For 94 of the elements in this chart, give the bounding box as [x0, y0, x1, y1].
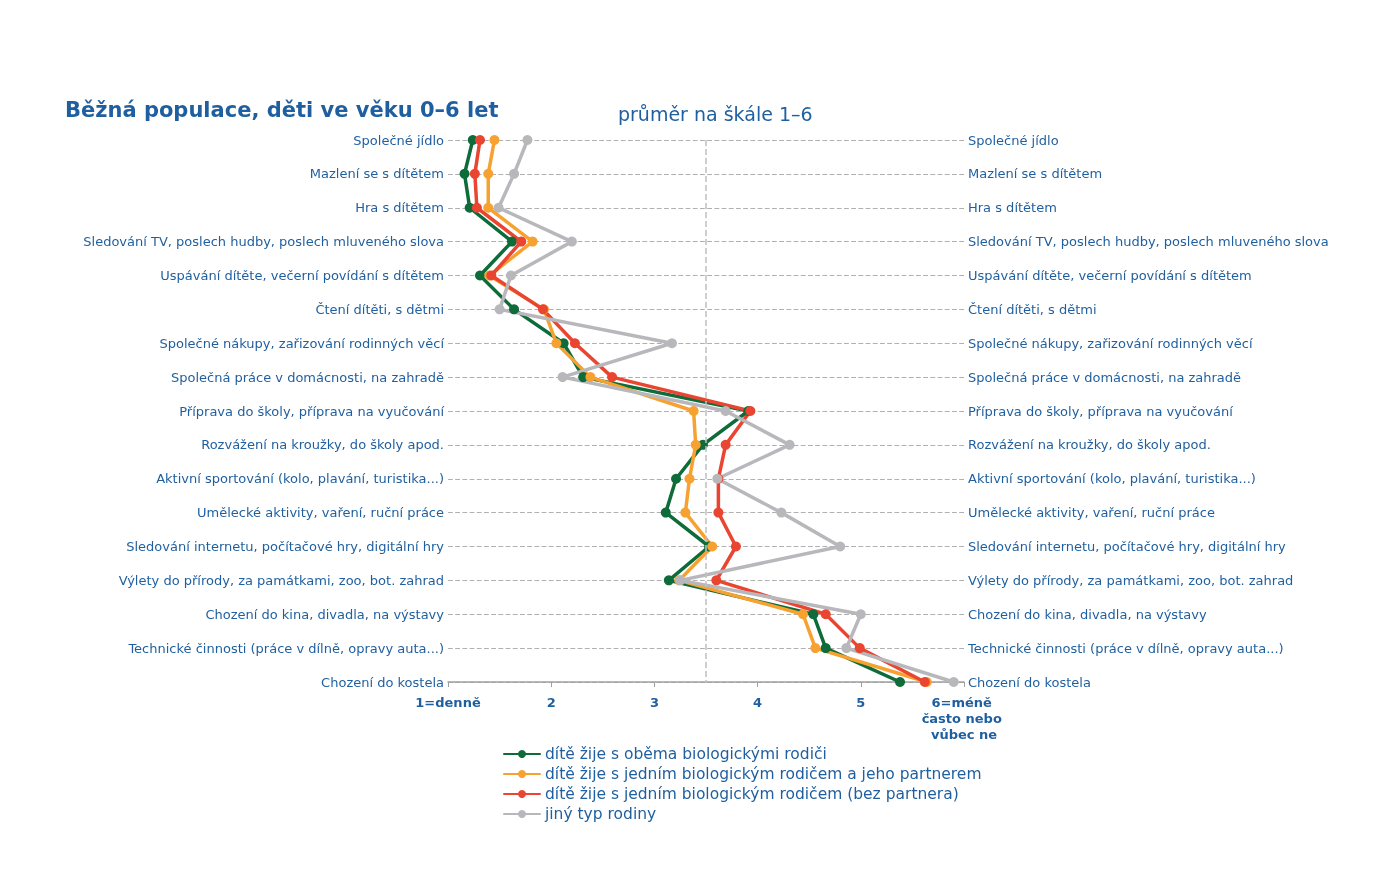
chart-title: Běžná populace, děti ve věku 0–6 let	[65, 97, 499, 122]
point	[483, 168, 494, 179]
point	[784, 439, 795, 450]
y-tick-label: Sledování TV, poslech hudby, poslech mluveného slova	[968, 234, 1329, 250]
y2-tick-label: Výlety do přírody, za památkami, zoo, bot. zahrad	[118, 572, 444, 588]
point	[835, 541, 846, 552]
point	[808, 609, 819, 620]
x-tick-label: 1=denně	[415, 694, 481, 710]
point	[557, 372, 568, 383]
point	[895, 677, 906, 687]
point	[730, 541, 741, 552]
y2-tick-label: Umělecké aktivity, vaření, ruční práce	[197, 505, 444, 521]
point	[855, 609, 866, 620]
point	[841, 643, 852, 654]
y-tick-label: Rozvážení na kroužky, do školy apod.	[968, 437, 1211, 453]
y-tick-label: Společná práce v domácnosti, na zahradě	[968, 369, 1242, 385]
point	[494, 304, 505, 315]
y-tick-label: Chození do kostela	[968, 674, 1091, 690]
x-tick-label: 2	[546, 694, 556, 710]
point	[469, 168, 480, 179]
y-tick-label: Sledování internetu, počítačové hry, digitální hry	[968, 539, 1287, 554]
point	[684, 473, 695, 484]
point	[471, 202, 482, 213]
y2-tick-label: Společná práce v domácnosti, na zahradě	[170, 369, 444, 385]
y2-tick-label: Společné nákupy, zařizování rodinných věcí	[159, 335, 445, 351]
point	[660, 507, 671, 518]
point	[505, 270, 516, 281]
point	[483, 202, 494, 213]
x-tick-label: 6=méně často nebo vůbec ne	[921, 694, 1007, 742]
point	[569, 338, 580, 349]
y2-tick-label: Hra s dítětem	[355, 200, 444, 216]
y2-tick-label: Sledování internetu, počítačové hry, digitální hry	[126, 539, 445, 554]
point	[820, 643, 831, 654]
y-tick-label: Hra s dítětem	[968, 200, 1057, 216]
point	[948, 677, 959, 687]
legend-label: dítě žije s jedním biologickým rodičem (bez partnera)	[545, 785, 959, 803]
point	[663, 575, 674, 586]
y-tick-label: Aktivní sportování (kolo, plavání, turistika...)	[968, 471, 1256, 487]
legend-label: jiný typ rodiny	[544, 805, 657, 823]
point	[551, 338, 562, 349]
point	[475, 135, 485, 145]
point	[585, 372, 596, 383]
point	[666, 338, 677, 349]
point	[690, 439, 701, 450]
y-tick-label: Umělecké aktivity, vaření, ruční práce	[968, 505, 1215, 521]
legend-label: dítě žije s jedním biologickým rodičem a jeho partnerem	[545, 765, 982, 783]
point	[713, 507, 724, 518]
x-tick-label: 5	[856, 694, 866, 710]
y-tick-label: Technické činnosti (práce v dílně, opravy auta...)	[967, 640, 1284, 656]
point	[516, 236, 527, 247]
point	[820, 609, 831, 620]
y2-tick-label: Příprava do školy, příprava na vyučování	[179, 403, 445, 419]
y2-tick-label: Technické činnosti (práce v dílně, opravy auta...)	[127, 640, 444, 656]
point	[506, 236, 517, 247]
y2-tick-label: Sledování TV, poslech hudby, poslech mluveného slova	[83, 234, 444, 250]
point	[509, 168, 520, 179]
y-tick-label: Uspávání dítěte, večerní povídání s dítětem	[968, 268, 1252, 283]
y-tick-label: Příprava do školy, příprava na vyučování	[968, 403, 1234, 419]
point	[688, 406, 699, 416]
y-tick-label: Mazlení se s dítětem	[968, 166, 1103, 182]
point	[475, 270, 485, 281]
point	[489, 135, 500, 145]
point	[527, 236, 538, 247]
point	[459, 168, 470, 179]
y2-tick-label: Mazlení se s dítětem	[309, 166, 444, 182]
point	[711, 575, 722, 586]
point	[854, 643, 865, 654]
point	[607, 372, 618, 383]
y2-tick-label: Čtení dítěti, s dětmi	[315, 301, 444, 317]
y2-tick-label: Uspávání dítěte, večerní povídání s dítětem	[160, 268, 444, 283]
y-tick-label: Chození do kina, divadla, na výstavy	[968, 606, 1207, 622]
y2-tick-label: Chození do kina, divadla, na výstavy	[205, 606, 445, 622]
point	[720, 439, 731, 450]
chart-subtitle: průměr na škále 1–6	[618, 102, 813, 125]
point	[798, 609, 809, 620]
point	[509, 304, 520, 315]
y-tick-label: Čtení dítěti, s dětmi	[968, 301, 1097, 317]
y2-tick-label: Společné jídlo	[353, 132, 445, 148]
point	[493, 202, 504, 213]
y2-tick-label: Aktivní sportování (kolo, plavání, turistika...)	[156, 471, 444, 487]
point	[720, 406, 731, 416]
x-tick-label: 4	[753, 694, 763, 710]
y2-tick-label: Chození do kostela	[321, 674, 444, 690]
y2-tick-label: Rozvážení na kroužky, do školy apod.	[201, 437, 444, 453]
point	[776, 507, 787, 518]
point	[680, 507, 691, 518]
y-tick-label: Společné jídlo	[968, 132, 1059, 148]
legend-label: dítě žije s oběma biologickými rodiči	[545, 745, 827, 763]
point	[671, 473, 682, 484]
y-tick-label: Výlety do přírody, za památkami, zoo, bot. zahrad	[968, 572, 1294, 588]
point	[810, 643, 821, 654]
y-tick-label: Společné nákupy, zařizování rodinných věcí	[968, 335, 1253, 351]
x-tick-label: 3	[649, 694, 659, 710]
point	[522, 135, 533, 145]
